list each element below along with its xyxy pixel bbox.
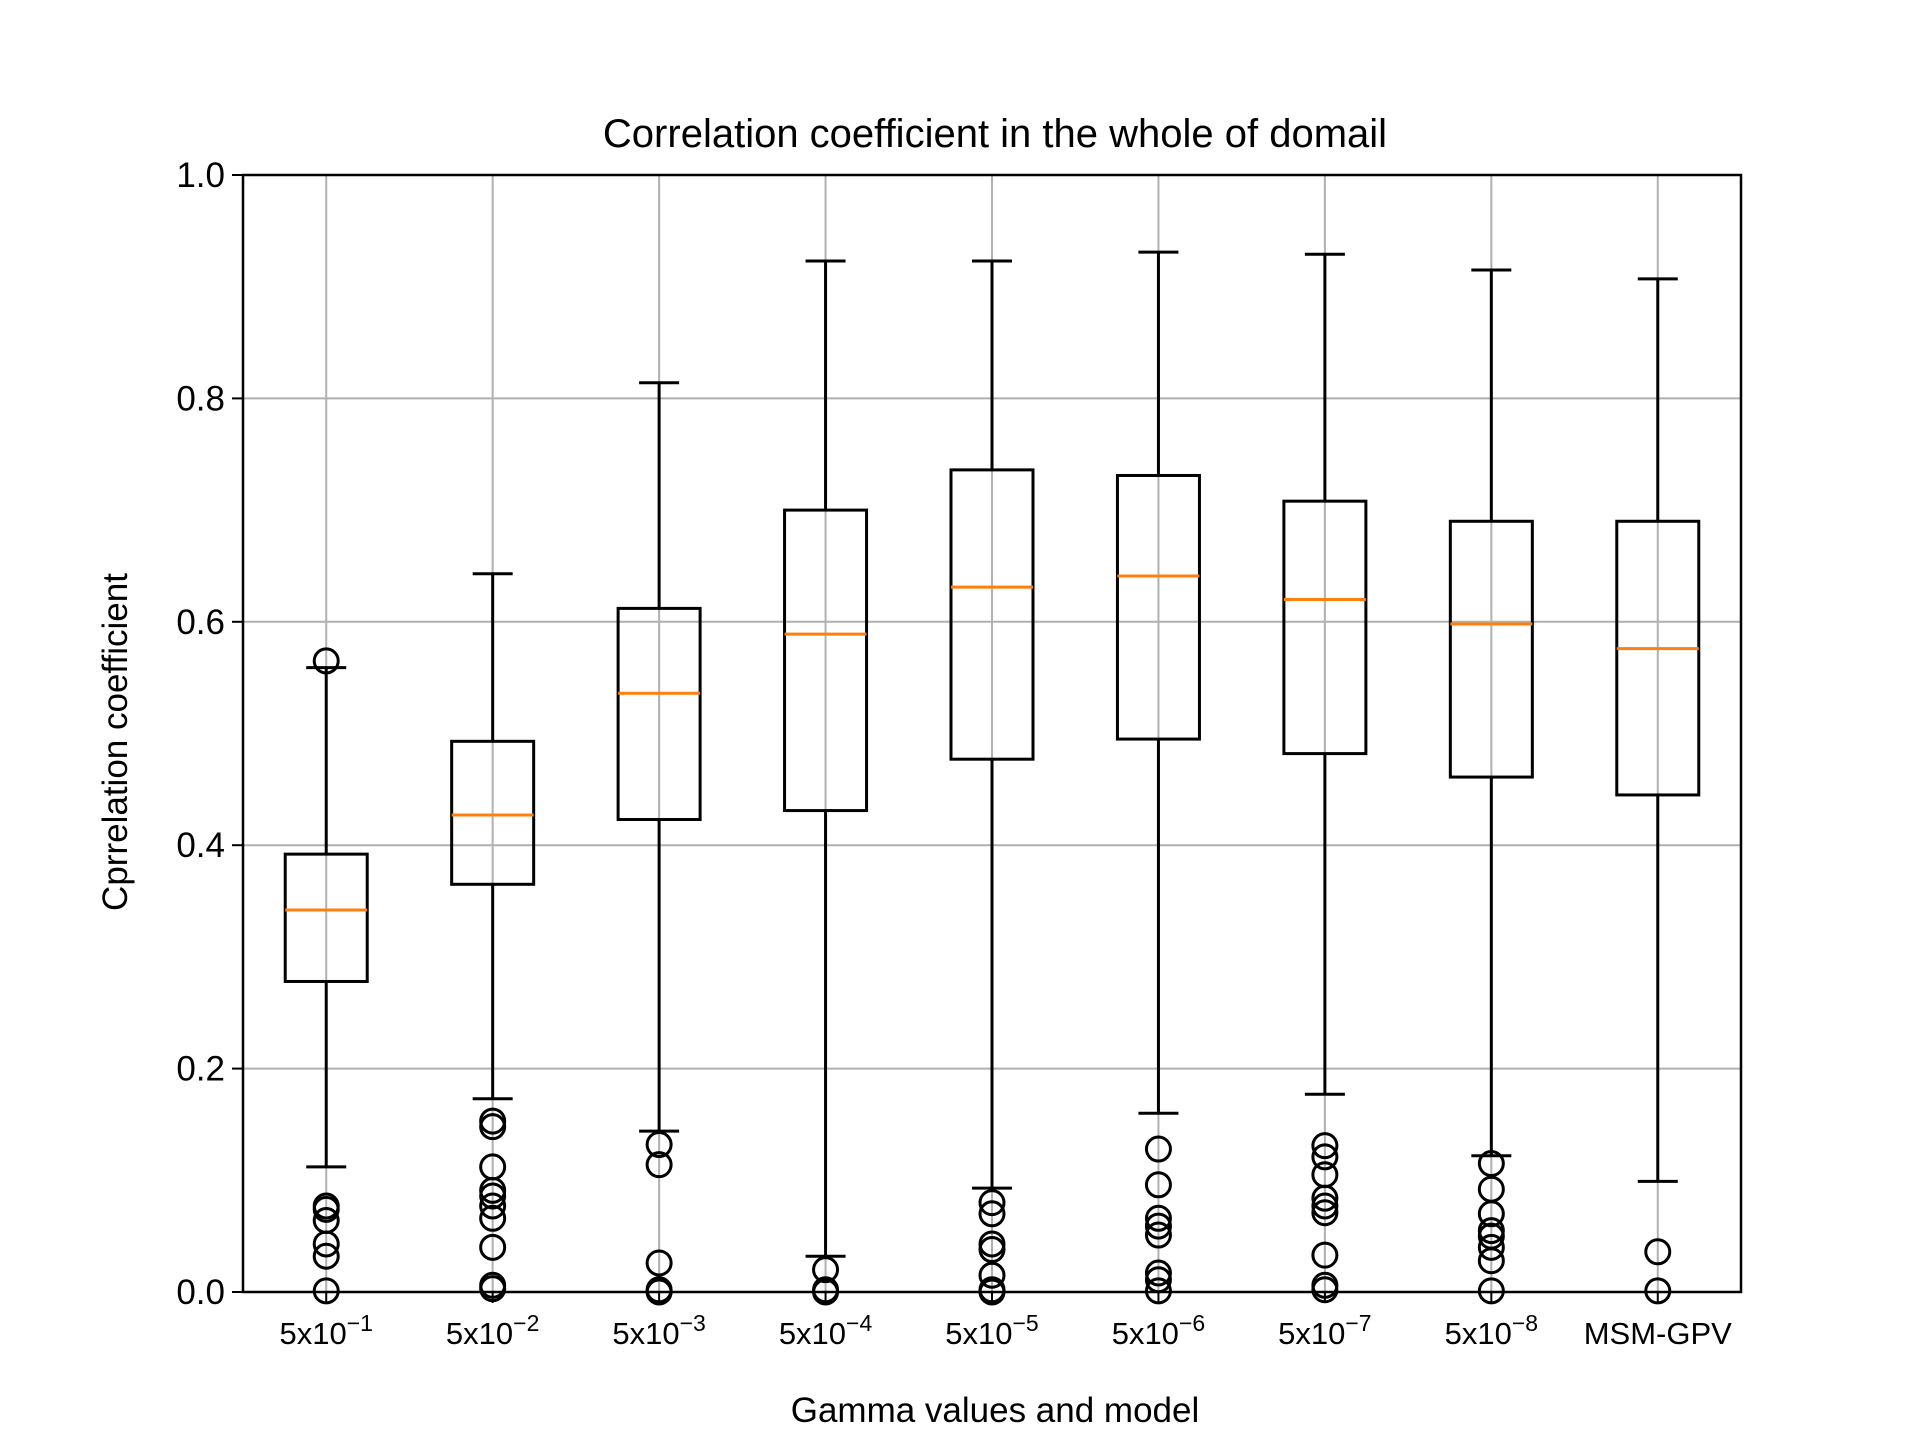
iqr-box xyxy=(1282,499,1368,756)
y-tick-label: 1.0 xyxy=(176,156,225,195)
y-tick-label: 0.2 xyxy=(176,1050,225,1089)
iqr-box xyxy=(283,852,369,983)
y-tick-label: 0.8 xyxy=(176,379,225,418)
iqr-box xyxy=(450,739,536,886)
iqr-box xyxy=(949,468,1035,761)
outlier-point xyxy=(978,1189,1006,1217)
x-tick-label: 5x10−2 xyxy=(446,1310,539,1351)
outlier-point xyxy=(978,1236,1006,1264)
x-tick-label: 5x10−1 xyxy=(279,1310,372,1351)
outlier-point xyxy=(1311,1143,1339,1171)
outlier-point xyxy=(645,1131,673,1159)
y-tick-label: 0.0 xyxy=(176,1273,225,1312)
x-tick-label: 5x10−4 xyxy=(779,1310,873,1351)
x-tick-label: 5x10−8 xyxy=(1445,1310,1538,1351)
box-group xyxy=(949,259,1035,1306)
outlier-point xyxy=(479,1192,507,1220)
x-tick-label: 5x10−7 xyxy=(1278,1310,1371,1351)
outlier-point xyxy=(479,1204,507,1232)
iqr-box xyxy=(1448,519,1534,779)
outlier-point xyxy=(1311,1184,1339,1212)
outlier-point xyxy=(1311,1241,1339,1269)
outlier-point xyxy=(1644,1238,1672,1266)
plot-frame xyxy=(241,173,1743,1294)
x-tick-label: 5x10−3 xyxy=(612,1310,705,1351)
x-tick-label: MSM-GPV xyxy=(1584,1316,1732,1351)
iqr-box xyxy=(783,508,869,813)
outlier-point xyxy=(645,1249,673,1277)
outlier-point xyxy=(479,1233,507,1261)
outlier-point xyxy=(1144,1171,1172,1199)
outlier-point xyxy=(312,1242,340,1270)
outlier-point xyxy=(479,1113,507,1141)
outlier-point xyxy=(1144,1221,1172,1249)
outlier-point xyxy=(1477,1247,1505,1275)
outlier-point xyxy=(1477,1233,1505,1261)
box-group xyxy=(1115,250,1201,1305)
iqr-box xyxy=(1615,519,1701,797)
x-tick-label: 5x10−5 xyxy=(945,1310,1038,1351)
outlier-point xyxy=(1144,1212,1172,1240)
chart-title: Correlation coefficient in the whole of … xyxy=(603,112,1387,156)
axes: 0.0 0.2 0.4 0.6 0.8 1.0 5x10−1 5x10−2 5x10−3 5x10… xyxy=(176,156,1743,1351)
iqr-box xyxy=(1115,473,1201,741)
outlier-point xyxy=(978,1261,1006,1289)
outlier-point xyxy=(479,1182,507,1210)
outlier-point xyxy=(978,1200,1006,1228)
outlier-point xyxy=(1311,1192,1339,1220)
box-group xyxy=(450,572,536,1303)
outlier-point xyxy=(1477,1150,1505,1178)
outlier-point xyxy=(312,1195,340,1223)
iqr-box xyxy=(616,606,702,822)
box-group xyxy=(616,381,702,1306)
outlier-point xyxy=(1144,1259,1172,1287)
y-tick-label: 0.4 xyxy=(176,826,225,865)
box-group xyxy=(1615,277,1701,1305)
x-axis-label: Gamma values and model xyxy=(791,1391,1200,1430)
outlier-point xyxy=(1144,1135,1172,1163)
outlier-point xyxy=(812,1256,840,1284)
outlier-point xyxy=(1477,1200,1505,1228)
outlier-point xyxy=(645,1151,673,1179)
x-tick-label: 5x10−6 xyxy=(1112,1310,1205,1351)
outlier-point xyxy=(312,647,340,675)
outlier-point xyxy=(1311,1199,1339,1227)
outlier-point xyxy=(1144,1204,1172,1232)
outlier-point xyxy=(312,1230,340,1258)
outlier-point xyxy=(1311,1132,1339,1160)
y-axis-label: Cprrelation coefficient xyxy=(96,573,135,911)
y-tick-label: 0.6 xyxy=(176,603,225,642)
